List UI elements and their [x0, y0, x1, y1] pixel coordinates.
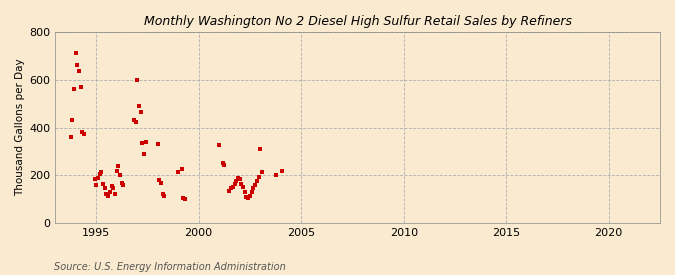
Point [248, 186, 259, 191]
Point [159, 193, 170, 198]
Point [233, 175, 244, 180]
Point [256, 170, 267, 174]
Title: Monthly Washington No 2 Diesel High Sulfur Retail Sales by Refiners: Monthly Washington No 2 Diesel High Sulf… [144, 15, 572, 28]
Point [153, 142, 163, 147]
Point [270, 173, 281, 178]
Point [67, 118, 78, 123]
Point [69, 87, 80, 92]
Point [76, 85, 86, 89]
Point [229, 182, 240, 186]
Point [111, 168, 122, 173]
Point [250, 183, 261, 187]
Point [70, 51, 81, 56]
Point [254, 147, 265, 151]
Point [105, 190, 115, 194]
Point [140, 140, 151, 144]
Point [118, 183, 129, 187]
Point [115, 173, 126, 178]
Point [109, 192, 120, 197]
Point [89, 177, 100, 181]
Point [134, 104, 144, 108]
Point [156, 180, 167, 185]
Point [234, 177, 245, 181]
Point [180, 197, 190, 202]
Point [241, 195, 252, 199]
Point [96, 170, 107, 174]
Point [101, 192, 112, 197]
Point [157, 192, 168, 197]
Point [72, 63, 83, 68]
Point [227, 185, 238, 189]
Point [178, 196, 189, 200]
Point [236, 182, 247, 186]
Point [137, 141, 148, 145]
Point [95, 172, 105, 176]
Point [92, 175, 103, 180]
Point [244, 193, 255, 198]
Point [277, 168, 288, 173]
Point [243, 196, 254, 200]
Point [238, 185, 248, 189]
Point [217, 161, 228, 166]
Point [113, 164, 124, 168]
Point [240, 190, 250, 194]
Point [154, 178, 165, 182]
Point [108, 186, 119, 191]
Point [246, 190, 257, 194]
Point [135, 110, 146, 114]
Point [130, 119, 141, 124]
Point [173, 170, 184, 174]
Point [224, 189, 235, 193]
Point [79, 131, 90, 136]
Text: Source: U.S. Energy Information Administration: Source: U.S. Energy Information Administ… [54, 262, 286, 272]
Point [97, 182, 108, 186]
Point [106, 184, 117, 188]
Point [214, 143, 225, 148]
Point [116, 180, 127, 185]
Point [128, 118, 139, 123]
Point [253, 174, 264, 179]
Point [65, 135, 76, 139]
Point [90, 183, 101, 187]
Point [138, 152, 149, 156]
Point [99, 186, 110, 191]
Point [251, 179, 262, 183]
Point [219, 162, 230, 167]
Point [132, 78, 142, 82]
Point [77, 130, 88, 134]
Y-axis label: Thousand Gallons per Day: Thousand Gallons per Day [15, 59, 25, 196]
Point [225, 186, 236, 191]
Point [231, 179, 242, 183]
Point [176, 167, 187, 172]
Point [103, 193, 113, 198]
Point [74, 69, 84, 74]
